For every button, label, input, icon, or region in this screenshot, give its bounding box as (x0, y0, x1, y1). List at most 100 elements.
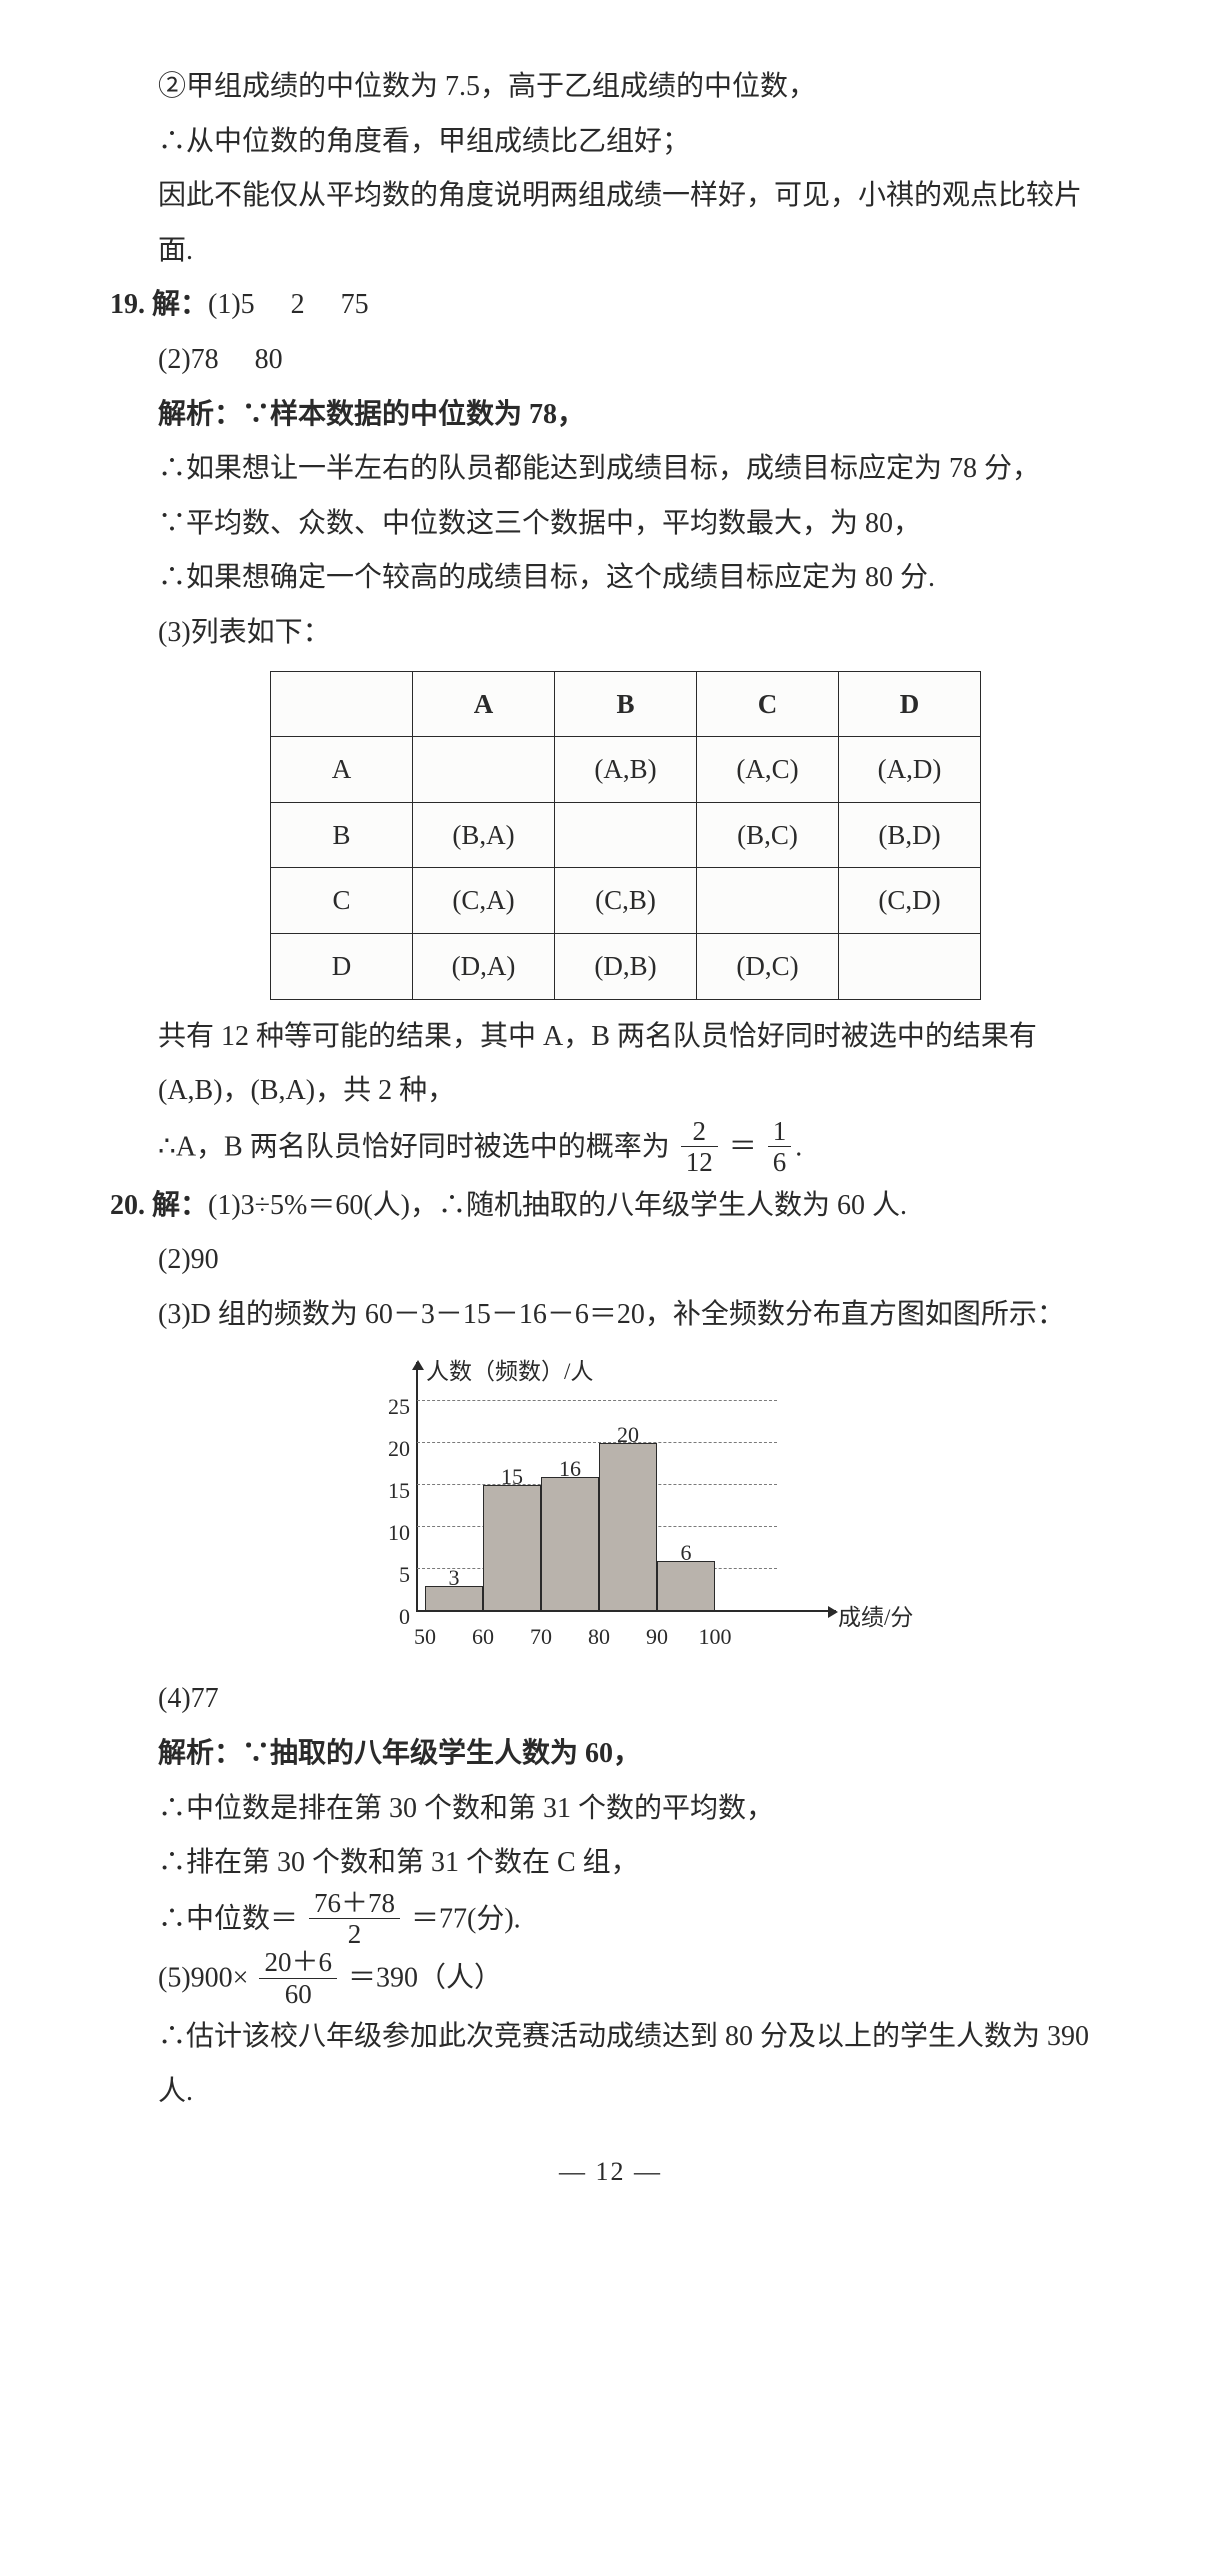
table-row: C (C,A) (C,B) (C,D) (271, 868, 981, 934)
q19-c3: ∴如果想确定一个较高的成绩目标，这个成绩目标应定为 80 分. (110, 551, 1111, 606)
x-tick: 100 (695, 1616, 735, 1659)
eq-sign: ＝ (729, 1131, 757, 1162)
cell: B (271, 802, 413, 868)
bar-value-label: 6 (662, 1532, 710, 1575)
frac-num: 20＋6 (259, 1948, 337, 1978)
q20-m2: ∴排在第 30 个数和第 31 个数在 C 组， (110, 1836, 1111, 1891)
fraction-1-6: 1 6 (768, 1117, 792, 1177)
cell (697, 868, 839, 934)
bar-value-label: 3 (430, 1557, 478, 1600)
period: . (795, 1131, 802, 1162)
cell (413, 737, 555, 803)
intro-line-2: ∴从中位数的角度看，甲组成绩比乙组好； (110, 115, 1111, 170)
x-tick: 70 (521, 1616, 561, 1659)
cell: (D,B) (555, 934, 697, 1000)
fraction-76-78-2: 76＋78 2 (309, 1889, 400, 1949)
th-blank (271, 671, 413, 737)
q20-p3: (3)D 组的频数为 60－3－15－16－6＝20，补全频数分布直方图如图所示… (110, 1288, 1111, 1343)
q20-m3b: ＝77(分). (411, 1903, 521, 1934)
bar-value-label: 16 (546, 1448, 594, 1491)
frequency-histogram: 人数（频数）/人 成绩/分 05101520255060708090100315… (330, 1352, 950, 1662)
q19-analysis-head: 解析：∵样本数据的中位数为 78， (110, 388, 1111, 443)
cell: (C,A) (413, 868, 555, 934)
q20-p5b: ＝390（人） (348, 1963, 502, 1994)
y-gridline (417, 1400, 777, 1401)
table-row: A (A,B) (A,C) (A,D) (271, 737, 981, 803)
q19-prob-line: ∴A，B 两名队员恰好同时被选中的概率为 2 12 ＝ 1 6 . (110, 1119, 1111, 1179)
frac-num: 2 (681, 1117, 718, 1147)
cell (839, 934, 981, 1000)
q20-p6: ∴估计该校八年级参加此次竞赛活动成绩达到 80 分及以上的学生人数为 390 人… (110, 2010, 1111, 2119)
intro-line-3: 因此不能仅从平均数的角度说明两组成绩一样好，可见，小祺的观点比较片面. (110, 169, 1111, 278)
q20-median-line: ∴中位数＝ 76＋78 2 ＝77(分). (110, 1891, 1111, 1951)
table-row: A B C D (271, 671, 981, 737)
q19-t1: 共有 12 种等可能的结果，其中 A，B 两名队员恰好同时被选中的结果有 (A,… (110, 1010, 1111, 1119)
cell: (B,A) (413, 802, 555, 868)
frac-den: 60 (259, 1979, 337, 2008)
table-row: D (D,A) (D,B) (D,C) (271, 934, 981, 1000)
q19-header: 19. 解：(1)5 2 75 (110, 278, 1111, 333)
histogram-bar (599, 1443, 657, 1611)
bar-value-label: 15 (488, 1456, 536, 1499)
y-tick: 20 (382, 1428, 410, 1471)
q19-a2b: 80 (255, 344, 283, 375)
q20-analysis-head: 解析：∵抽取的八年级学生人数为 60， (110, 1727, 1111, 1782)
x-axis-title: 成绩/分 (838, 1596, 913, 1641)
q20-label: 20. 解： (110, 1190, 208, 1221)
frac-num: 1 (768, 1117, 792, 1147)
q19-t2a: ∴A，B 两名队员恰好同时被选中的概率为 (158, 1131, 670, 1162)
q19-c4: (3)列表如下： (110, 606, 1111, 661)
q19-a2: (2)78 (158, 344, 219, 375)
q20-p4: (4)77 (110, 1672, 1111, 1727)
th-B: B (555, 671, 697, 737)
cell: (A,D) (839, 737, 981, 803)
cell: (C,B) (555, 868, 697, 934)
table-row: B (B,A) (B,C) (B,D) (271, 802, 981, 868)
y-tick: 5 (382, 1554, 410, 1597)
q20-p5-line: (5)900× 20＋6 60 ＝390（人） (110, 1950, 1111, 2010)
q20-header: 20. 解：(1)3÷5%＝60(人)，∴随机抽取的八年级学生人数为 60 人. (110, 1179, 1111, 1234)
y-tick: 25 (382, 1386, 410, 1429)
th-A: A (413, 671, 555, 737)
page-number: — 12 — (110, 2147, 1111, 2198)
q20-p2: (2)90 (110, 1233, 1111, 1288)
cell (555, 802, 697, 868)
th-D: D (839, 671, 981, 737)
q19-table: A B C D A (A,B) (A,C) (A,D) B (B,A) (B,C… (270, 671, 981, 1000)
q20-jx-label: 解析：∵抽取的八年级学生人数为 60， (158, 1738, 641, 1769)
frac-den: 2 (309, 1919, 400, 1948)
frac-den: 6 (768, 1147, 792, 1176)
q19-label: 19. 解： (110, 289, 208, 320)
cell: (B,C) (697, 802, 839, 868)
q19-jx-label: 解析：∵样本数据的中位数为 78， (158, 399, 585, 430)
q20-m1: ∴中位数是排在第 30 个数和第 31 个数的平均数， (110, 1782, 1111, 1837)
y-tick: 10 (382, 1512, 410, 1555)
q19-c2: ∵平均数、众数、中位数这三个数据中，平均数最大，为 80， (110, 497, 1111, 552)
th-C: C (697, 671, 839, 737)
x-tick: 60 (463, 1616, 503, 1659)
cell: (A,B) (555, 737, 697, 803)
q19-a1: (1)5 (208, 289, 255, 320)
q20-p5a: (5)900× (158, 1963, 248, 1994)
frac-den: 12 (681, 1147, 718, 1176)
frac-num: 76＋78 (309, 1889, 400, 1919)
fraction-2-12: 2 12 (681, 1117, 718, 1177)
x-tick: 80 (579, 1616, 619, 1659)
q19-a1b: 2 (291, 289, 305, 320)
q20-m3a: ∴中位数＝ (158, 1903, 298, 1934)
cell: (B,D) (839, 802, 981, 868)
x-tick: 90 (637, 1616, 677, 1659)
q19-a2-line: (2)78 80 (110, 333, 1111, 388)
histogram-bar (483, 1485, 541, 1611)
x-tick: 50 (405, 1616, 445, 1659)
intro-line-1: ②甲组成绩的中位数为 7.5，高于乙组成绩的中位数， (110, 60, 1111, 115)
q19-a1c: 75 (341, 289, 369, 320)
y-gridline (417, 1442, 777, 1443)
histogram-bar (541, 1477, 599, 1611)
q20-p1: (1)3÷5%＝60(人)，∴随机抽取的八年级学生人数为 60 人. (208, 1190, 907, 1221)
cell: (A,C) (697, 737, 839, 803)
cell: (D,A) (413, 934, 555, 1000)
cell: A (271, 737, 413, 803)
cell: D (271, 934, 413, 1000)
cell: C (271, 868, 413, 934)
